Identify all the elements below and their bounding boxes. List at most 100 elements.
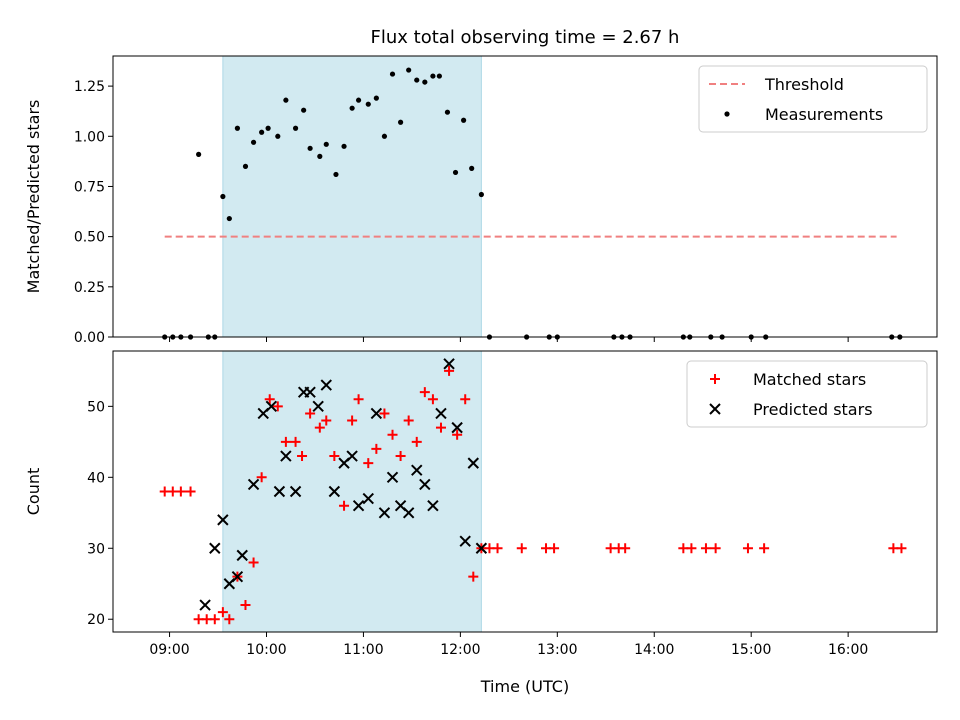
matched-point: [516, 543, 527, 554]
measurement-point: [307, 145, 313, 151]
predicted-point: [475, 542, 488, 554]
matched-point: [209, 614, 220, 625]
matched-point: [460, 394, 471, 405]
legend-measurement-marker: [724, 111, 730, 117]
x-tick-label: 16:00: [828, 642, 868, 658]
measurement-point: [461, 117, 467, 123]
measurement-point: [422, 79, 428, 85]
measurement-point: [381, 133, 388, 139]
matched-point: [411, 436, 422, 447]
predicted-point: [386, 471, 399, 484]
measurement-point: [220, 193, 226, 200]
y-tick-label: 50: [87, 399, 105, 415]
x-tick-label: 14:00: [634, 642, 674, 658]
predicted-point: [435, 407, 447, 420]
matched-point: [742, 543, 753, 554]
matched-point: [387, 429, 398, 440]
matched-point: [329, 451, 340, 462]
predicted-point: [304, 386, 316, 398]
matched-point: [435, 422, 446, 433]
matched-point: [321, 415, 332, 426]
predicted-point: [378, 507, 391, 519]
measurement-point: [389, 71, 396, 77]
legend-box: [686, 360, 928, 428]
y-tick-label: 0.75: [74, 179, 105, 195]
matched-point: [620, 543, 631, 554]
measurement-point: [444, 109, 451, 115]
predicted-point: [236, 549, 248, 562]
measurement-point: [301, 107, 307, 113]
y-axis-label: Matched/Predicted stars: [24, 100, 43, 294]
matched-point: [896, 543, 907, 554]
matched-point: [371, 443, 382, 454]
y-tick-label: 0.50: [74, 230, 105, 246]
matched-point: [468, 571, 479, 582]
predicted-point: [328, 485, 341, 498]
y-tick-label: 1.25: [74, 79, 105, 95]
matched-point: [419, 387, 430, 398]
measurement-point: [355, 97, 362, 103]
measurement-point: [196, 151, 202, 157]
x-tick-label: 15:00: [731, 642, 771, 658]
matched-point: [710, 543, 721, 554]
measurement-point: [242, 163, 249, 169]
legend-label: Predicted stars: [753, 400, 873, 419]
x-tick-label: 09:00: [149, 642, 189, 658]
measurement-point: [406, 67, 412, 73]
measurement-point: [397, 119, 404, 125]
matched-point: [217, 607, 228, 618]
x-tick-label: 10:00: [246, 642, 286, 658]
predicted-point: [217, 514, 229, 526]
predicted-point: [320, 379, 332, 391]
matched-point: [403, 415, 414, 426]
y-axis-label: Count: [24, 468, 43, 516]
measurement-point: [283, 97, 289, 103]
matched-point: [297, 451, 308, 462]
predicted-point: [362, 492, 374, 505]
bottom-axes: 20 30 40 50 09:00 10:00 11:00 12:00 13:00 14:00 15…: [24, 350, 938, 696]
predicted-point: [370, 407, 383, 420]
legend-label: Measurements: [765, 105, 883, 124]
predicted-point: [427, 499, 439, 512]
matched-point: [314, 422, 325, 433]
observation-window: [222, 351, 482, 632]
matched-point: [272, 401, 283, 412]
predicted-point: [289, 485, 302, 498]
measurement-point: [365, 101, 371, 107]
measurement-point: [323, 141, 329, 147]
predicted-point: [451, 421, 463, 434]
y-tick-label: 20: [87, 612, 105, 628]
measurement-point: [478, 191, 484, 198]
measurement-point: [234, 125, 241, 131]
y-tick-label: 1.00: [74, 129, 105, 145]
legend-matched-marker: [710, 374, 720, 384]
measurement-point: [373, 95, 379, 101]
predicted-point: [352, 499, 365, 512]
predicted-point: [209, 542, 221, 554]
predicted-point: [312, 400, 324, 413]
matched-point: [492, 543, 503, 554]
matched-point: [759, 543, 770, 554]
legend-box: [698, 65, 928, 133]
matched-point: [395, 451, 406, 462]
predicted-point: [247, 478, 260, 491]
matched-point: [339, 500, 350, 511]
predicted-point: [402, 507, 415, 519]
top-axes: 0.00 0.25 0.50 0.75 1.00 1.25 Matched/Predicte…: [24, 55, 938, 346]
matched-point: [175, 486, 186, 497]
matched-point: [240, 600, 251, 611]
predicted-point: [231, 570, 244, 583]
matched-point: [347, 415, 358, 426]
matched-point: [185, 486, 196, 497]
predicted-point: [273, 485, 286, 498]
predicted-point: [265, 400, 278, 413]
predicted-point: [443, 358, 455, 370]
measurement-point: [430, 73, 436, 79]
matched-point: [353, 394, 364, 405]
predicted-point: [411, 464, 423, 476]
matched-point: [290, 436, 301, 447]
measurement-point: [275, 133, 281, 139]
x-tick-label: 11:00: [343, 642, 383, 658]
matched-point: [305, 408, 316, 419]
